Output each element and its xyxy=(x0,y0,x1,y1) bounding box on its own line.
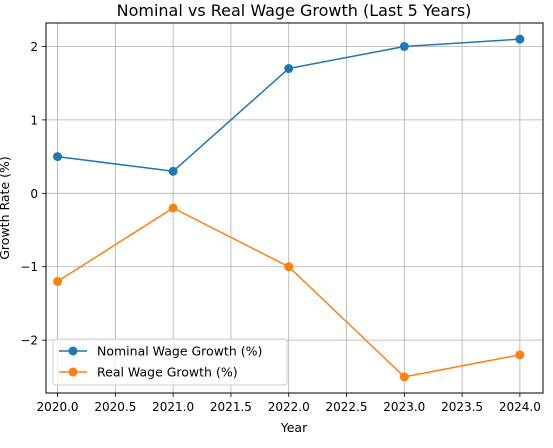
legend: Nominal Wage Growth (%) Real Wage Growth… xyxy=(52,338,288,386)
series-layer xyxy=(53,34,525,382)
x-tick-label: 2021.0 xyxy=(152,400,194,414)
grid xyxy=(46,23,543,393)
data-point xyxy=(53,152,63,162)
data-point xyxy=(53,276,63,286)
data-point xyxy=(284,64,294,74)
legend-box xyxy=(52,338,288,386)
data-point xyxy=(284,262,294,272)
x-tick-label: 2022.0 xyxy=(268,400,310,414)
legend-label-nominal: Nominal Wage Growth (%) xyxy=(97,344,262,359)
x-tick-label: 2020.5 xyxy=(94,400,136,414)
data-point xyxy=(399,372,409,382)
x-tick-label: 2023.5 xyxy=(441,400,483,414)
x-tick-label: 2022.5 xyxy=(326,400,368,414)
legend-label-real: Real Wage Growth (%) xyxy=(97,365,238,380)
data-point xyxy=(515,34,525,44)
y-tick-label: 1 xyxy=(30,113,38,127)
legend-marker-nominal xyxy=(68,346,78,356)
y-tick-label: −2 xyxy=(20,334,38,348)
x-axis: 2020.0 2020.5 2021.0 2021.5 2022.0 2022.5 2023… xyxy=(37,393,541,414)
x-tick-label: 2023.0 xyxy=(383,400,425,414)
data-point xyxy=(168,166,178,176)
y-axis: −2 −1 0 1 2 xyxy=(20,40,46,348)
y-tick-label: 2 xyxy=(30,40,38,54)
legend-marker-real xyxy=(68,367,78,377)
plot-frame xyxy=(45,22,544,394)
y-tick-label: 0 xyxy=(30,187,38,201)
data-point xyxy=(399,41,409,51)
x-tick-label: 2024.0 xyxy=(499,400,541,414)
x-tick-label: 2021.5 xyxy=(210,400,252,414)
x-tick-label: 2020.0 xyxy=(37,400,79,414)
x-axis-label: Year xyxy=(280,420,308,435)
y-axis-label: Growth Rate (%) xyxy=(0,156,12,260)
data-point xyxy=(168,203,178,213)
y-tick-label: −1 xyxy=(20,260,38,274)
data-point xyxy=(515,350,525,360)
chart-title: Nominal vs Real Wage Growth (Last 5 Year… xyxy=(117,1,472,20)
